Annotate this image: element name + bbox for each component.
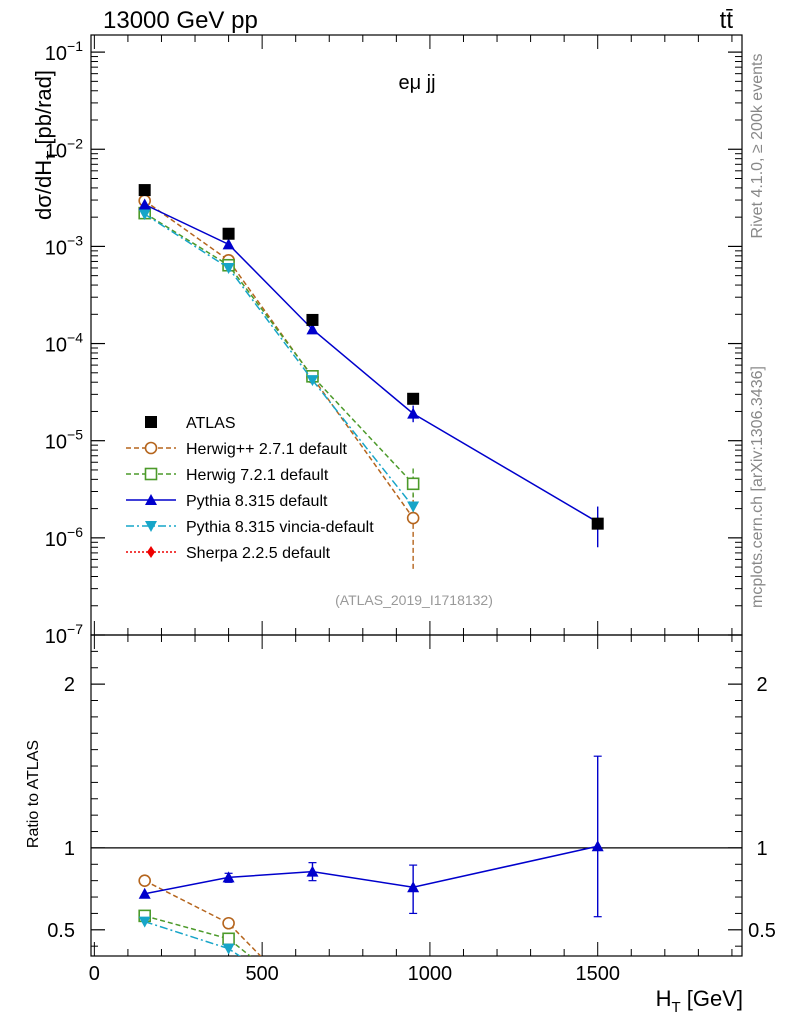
data-point-pythia-8-315-vincia-default: [306, 375, 319, 387]
data-point-pythia-8-315-vincia-default: [222, 262, 235, 274]
data-point-pythia-8-315-default: [407, 407, 420, 419]
collision-label: 13000 GeV pp: [103, 7, 258, 34]
rivet-label: Rivet 4.1.0, ≥ 200k events: [749, 54, 766, 239]
ratio-ytick-label: 1: [64, 838, 75, 860]
legend-label-herwig-2-7-1-default: Herwig++ 2.7.1 default: [186, 441, 348, 458]
legend-marker-pythia-8-315-default: [145, 494, 157, 505]
legend: ATLAS Herwig++ 2.7.1 default Herwig 7.2.1 …: [126, 415, 374, 562]
legend-label-atlas: ATLAS: [186, 415, 236, 432]
ratio-axis-ticks: 0 500 1000 1500 0.5 0.5 1 1 2 2: [47, 635, 776, 985]
x-axis-label-sub: T: [671, 999, 680, 1016]
legend-label-pythia-8-315-vincia-default: Pythia 8.315 vincia-default: [186, 519, 374, 536]
main-plot-area: [138, 184, 604, 569]
data-point-atlas: [591, 517, 604, 530]
ratio-ytick-label-right: 1: [756, 838, 767, 860]
main-ytick-label: 10−3: [45, 232, 83, 259]
ratio-line-herwig-2-7-1-default: [144, 879, 262, 956]
ratio-point-herwig-2-7-1-default: [222, 916, 235, 930]
ratio-line-pythia-8-315-default: [144, 845, 598, 895]
main-panel-title: eμ jj: [398, 72, 435, 94]
main-ytick-label: 10−2: [45, 135, 83, 162]
ratio-plot-area: [138, 755, 604, 956]
data-point-atlas: [222, 227, 235, 240]
ratio-point-pythia-8-315-vincia-default: [222, 943, 235, 955]
ratio-panel-frame: [90, 634, 743, 957]
process-label: tt̄: [720, 7, 734, 34]
ratio-point-pythia-8-315-default: [138, 887, 151, 899]
series-line-herwig-2-7-1-default: [144, 200, 414, 519]
main-ytick-label: 10−7: [45, 621, 83, 648]
legend-marker-atlas: [145, 416, 157, 428]
legend-label-sherpa-2-2-5-default: Sherpa 2.2.5 default: [186, 545, 331, 562]
ratio-point-pythia-8-315-default: [591, 840, 604, 852]
analysis-watermark: (ATLAS_2019_I1718132): [335, 592, 493, 608]
ratio-ytick-label: 0.5: [47, 920, 75, 942]
ratio-xtick-label: 1500: [575, 963, 620, 985]
ratio-xtick-label: 500: [245, 963, 278, 985]
legend-marker-herwig-2-7-1-default: [144, 441, 158, 455]
data-point-pythia-8-315-default: [138, 198, 151, 210]
ratio-xtick-label: 0: [89, 963, 100, 985]
legend-label-herwig-7-2-1-default: Herwig 7.2.1 default: [186, 467, 329, 484]
data-point-pythia-8-315-vincia-default: [138, 209, 151, 221]
main-ytick-label: 10−6: [45, 524, 83, 551]
ratio-point-pythia-8-315-default: [306, 865, 319, 877]
main-axis-ticks: 10−7 10−6 10−5 10−4 10−3 10−2 10−1: [45, 35, 742, 648]
ratio-point-pythia-8-315-default: [407, 881, 420, 893]
data-point-herwig-2-7-1-default: [406, 511, 420, 525]
data-point-atlas: [306, 313, 319, 326]
main-ytick-label: 10−5: [45, 427, 83, 454]
data-point-atlas: [407, 392, 420, 405]
ratio-point-pythia-8-315-default: [222, 871, 235, 883]
data-point-pythia-8-315-default: [306, 323, 319, 335]
x-axis-label-unit: [GeV]: [681, 986, 743, 1011]
main-ytick-label: 10−4: [45, 330, 83, 357]
legend-marker-herwig-7-2-1-default: [144, 467, 158, 481]
x-axis-label: HT [GeV]: [656, 986, 743, 1016]
legend-marker-sherpa-2-2-5-default: [147, 546, 155, 558]
data-point-pythia-8-315-default: [222, 238, 235, 250]
data-point-herwig-7-2-1-default: [406, 477, 420, 491]
ratio-ylabel: Ratio to ATLAS: [25, 740, 42, 848]
ratio-point-herwig-2-7-1-default: [138, 874, 151, 887]
data-point-atlas: [138, 184, 151, 197]
x-axis-label-main: H: [656, 986, 672, 1011]
ratio-ytick-label-right: 2: [756, 674, 767, 696]
ratio-series-group: [138, 755, 604, 956]
ratio-line-pythia-8-315-vincia-default: [144, 920, 241, 956]
series-line-herwig-7-2-1-default: [144, 212, 414, 485]
mcplots-label: mcplots.cern.ch [arXiv:1306.3436]: [749, 366, 766, 608]
ratio-ytick-label-right: 0.5: [748, 920, 776, 942]
ratio-line-herwig-7-2-1-default: [144, 915, 252, 956]
ratio-point-pythia-8-315-vincia-default: [138, 916, 151, 928]
data-point-pythia-8-315-vincia-default: [407, 501, 420, 513]
legend-label-pythia-8-315-default: Pythia 8.315 default: [186, 493, 328, 510]
ratio-ytick-label: 2: [64, 674, 75, 696]
series-line-pythia-8-315-vincia-default: [144, 213, 414, 508]
main-ytick-label: 10−1: [45, 38, 83, 65]
ratio-point-herwig-7-2-1-default: [222, 932, 235, 946]
ratio-xtick-label: 1000: [408, 963, 453, 985]
legend-marker-pythia-8-315-vincia-default: [145, 521, 157, 532]
